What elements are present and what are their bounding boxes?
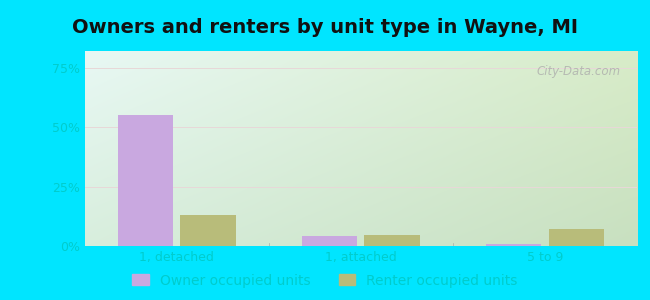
Text: Owners and renters by unit type in Wayne, MI: Owners and renters by unit type in Wayne…	[72, 18, 578, 37]
Bar	[180, 215, 235, 246]
Legend: Owner occupied units, Renter occupied units: Owner occupied units, Renter occupied un…	[127, 268, 523, 293]
Bar	[118, 115, 173, 246]
Text: City-Data.com: City-Data.com	[536, 64, 620, 78]
Bar	[549, 230, 604, 246]
Bar	[365, 235, 420, 246]
Bar	[302, 236, 357, 246]
Bar	[486, 244, 541, 246]
